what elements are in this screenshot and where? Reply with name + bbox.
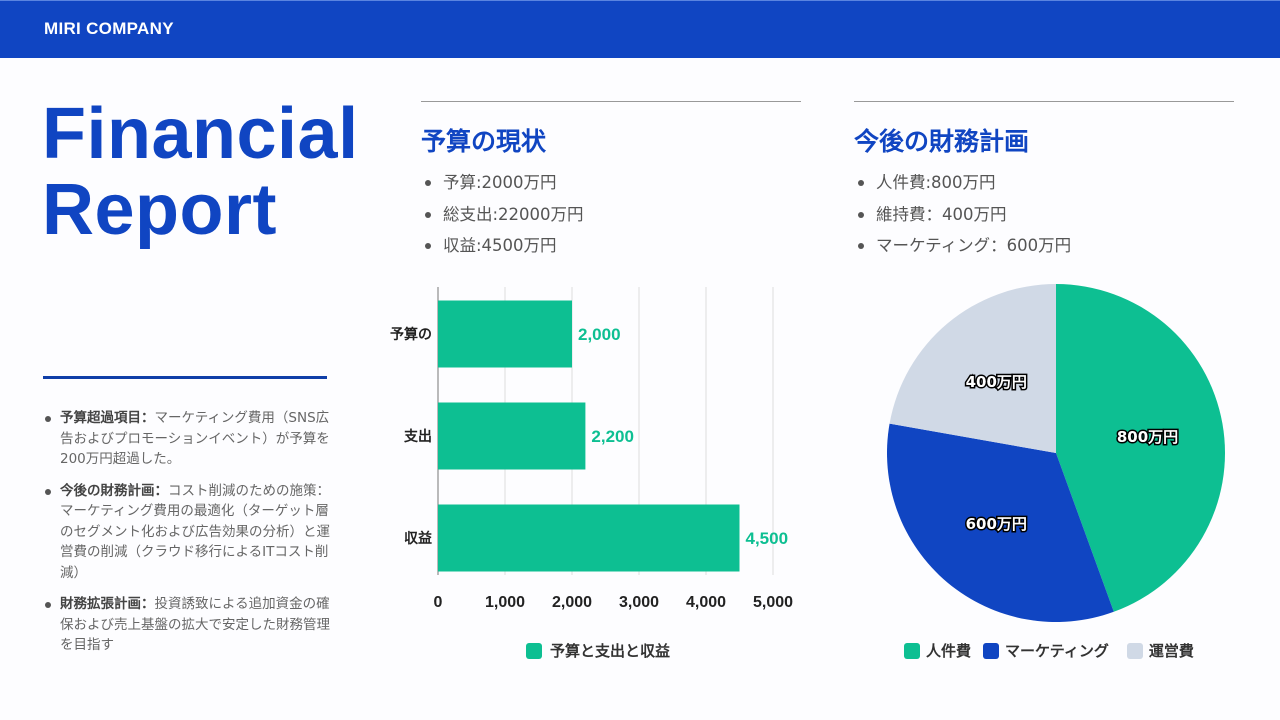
note-item: 今後の財務計画：コスト削減のための施策：マーケティング費用の最適化（ターゲット層… (44, 481, 334, 584)
budget-item: 総支出:22000万円 (421, 204, 801, 236)
section-heading: 予算の現状 (421, 127, 547, 156)
pie-chart: 800万円 600万円 400万円 人件費 マーケティング 運営費 (880, 280, 1240, 670)
pie-chart-svg: 800万円 600万円 400万円 (887, 284, 1225, 622)
section-rule (421, 101, 801, 102)
svg-text:400万円: 400万円 (966, 373, 1027, 391)
svg-text:予算の: 予算の (390, 326, 432, 343)
svg-text:0: 0 (434, 594, 443, 611)
page-title: Financial Report (42, 96, 359, 248)
svg-text:2,000: 2,000 (578, 325, 621, 344)
svg-text:4,000: 4,000 (686, 594, 726, 611)
svg-text:5,000: 5,000 (753, 594, 793, 611)
budget-item: 収益:4500万円 (421, 235, 801, 267)
svg-text:2,200: 2,200 (591, 427, 634, 446)
plan-item: マーケティング：600万円 (854, 235, 1234, 267)
brand-name: MIRI COMPANY (44, 19, 174, 38)
svg-text:1,000: 1,000 (485, 594, 525, 611)
plan-item: 維持費：400万円 (854, 204, 1234, 236)
svg-text:支出: 支出 (403, 428, 432, 445)
legend-swatch (983, 642, 1000, 659)
section-heading: 今後の財務計画 (854, 127, 1030, 156)
legend-swatch (1126, 642, 1143, 659)
plan-item: 人件費:800万円 (854, 172, 1234, 204)
svg-text:800万円: 800万円 (1117, 428, 1178, 446)
budget-item: 予算:2000万円 (421, 172, 801, 204)
notes-list: 予算超過項目：マーケティング費用（SNS広告およびプロモーションイベント）が予算… (44, 408, 334, 667)
legend-swatch (904, 642, 920, 659)
bar-legend: 予算と支出と収益 (526, 640, 670, 661)
note-item: 財務拡張計画：投資誘致による追加資金の確保および売上基盤の拡大で安定した財務管理… (44, 594, 334, 656)
svg-text:600万円: 600万円 (966, 515, 1027, 533)
note-item: 予算超過項目：マーケティング費用（SNS広告およびプロモーションイベント）が予算… (44, 408, 334, 470)
pie-legend: 人件費 マーケティング 運営費 (904, 640, 1194, 661)
divider (43, 376, 327, 379)
bar-chart-svg: 0 1,000 2,000 3,000 4,000 5,000 2,000 予算の 2,200 支… (390, 287, 793, 611)
bar-chart: 0 1,000 2,000 3,000 4,000 5,000 2,000 予算の 2,200 支… (370, 285, 810, 670)
header-bar: MIRI COMPANY (0, 0, 1280, 58)
title-line-1: Financial (42, 94, 359, 174)
svg-text:収益: 収益 (404, 530, 432, 547)
svg-text:2,000: 2,000 (552, 594, 592, 611)
title-line-2: Report (42, 170, 277, 250)
svg-text:4,500: 4,500 (746, 529, 789, 548)
budget-section: 予算の現状 予算:2000万円 総支出:22000万円 収益:4500万円 (421, 101, 801, 267)
plan-section: 今後の財務計画 人件費:800万円 維持費：400万円 マーケティング：600万… (854, 101, 1234, 267)
svg-text:3,000: 3,000 (619, 594, 659, 611)
legend-swatch (526, 642, 542, 659)
section-rule (854, 101, 1234, 102)
